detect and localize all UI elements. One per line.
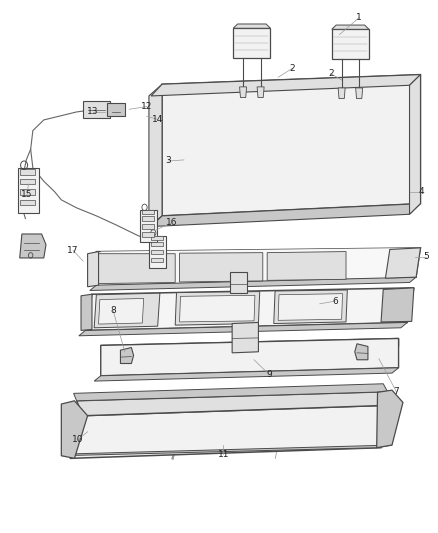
Polygon shape <box>101 338 399 376</box>
Polygon shape <box>70 405 394 458</box>
Polygon shape <box>85 288 414 330</box>
Polygon shape <box>61 445 392 456</box>
Polygon shape <box>79 322 407 336</box>
Polygon shape <box>149 236 166 268</box>
Text: 16: 16 <box>166 219 177 227</box>
Polygon shape <box>99 298 144 324</box>
Polygon shape <box>356 88 363 99</box>
Polygon shape <box>18 168 39 213</box>
Polygon shape <box>83 101 110 118</box>
Polygon shape <box>94 293 160 328</box>
Polygon shape <box>20 234 46 258</box>
Polygon shape <box>278 294 343 320</box>
Text: 12: 12 <box>141 102 152 111</box>
Polygon shape <box>355 344 368 360</box>
Polygon shape <box>151 75 420 96</box>
Polygon shape <box>151 258 163 262</box>
Polygon shape <box>338 88 345 99</box>
Text: 7: 7 <box>393 387 399 396</box>
Text: 6: 6 <box>332 297 338 305</box>
Polygon shape <box>96 248 420 285</box>
Polygon shape <box>257 87 264 98</box>
Polygon shape <box>233 24 270 28</box>
Polygon shape <box>232 322 258 353</box>
Polygon shape <box>381 288 414 322</box>
Polygon shape <box>410 75 420 214</box>
Text: 5: 5 <box>423 253 429 261</box>
Text: 8: 8 <box>110 306 116 314</box>
Polygon shape <box>151 136 162 165</box>
Polygon shape <box>267 252 346 280</box>
Text: 14: 14 <box>152 115 163 124</box>
Polygon shape <box>99 254 175 284</box>
Text: 1: 1 <box>356 13 362 22</box>
Polygon shape <box>180 253 263 282</box>
Polygon shape <box>20 200 35 205</box>
Polygon shape <box>240 87 247 98</box>
Polygon shape <box>385 248 420 278</box>
Polygon shape <box>77 392 394 416</box>
Polygon shape <box>377 390 403 448</box>
Polygon shape <box>151 236 163 240</box>
Text: 11: 11 <box>218 450 229 458</box>
Polygon shape <box>20 189 35 195</box>
Polygon shape <box>142 216 154 221</box>
Text: 4: 4 <box>419 188 424 196</box>
Text: 2: 2 <box>290 64 295 72</box>
Polygon shape <box>175 292 260 325</box>
Text: 15: 15 <box>21 190 33 199</box>
Polygon shape <box>140 210 157 242</box>
Polygon shape <box>20 179 35 184</box>
Polygon shape <box>149 84 162 227</box>
Text: 9: 9 <box>266 370 272 379</box>
Polygon shape <box>180 295 255 322</box>
Polygon shape <box>74 384 388 401</box>
Polygon shape <box>162 75 420 216</box>
Polygon shape <box>61 401 88 458</box>
Polygon shape <box>142 232 154 237</box>
Text: 10: 10 <box>72 435 84 444</box>
Polygon shape <box>332 29 369 59</box>
Polygon shape <box>88 252 99 287</box>
Polygon shape <box>233 28 270 58</box>
Polygon shape <box>90 277 416 290</box>
Polygon shape <box>101 338 399 354</box>
Polygon shape <box>120 348 134 364</box>
Polygon shape <box>20 169 35 175</box>
Polygon shape <box>230 272 247 293</box>
Polygon shape <box>151 242 163 246</box>
Polygon shape <box>142 210 154 214</box>
Text: 17: 17 <box>67 246 79 255</box>
Polygon shape <box>151 204 420 227</box>
Text: 13: 13 <box>87 108 99 116</box>
Text: 2: 2 <box>328 69 333 78</box>
Polygon shape <box>94 368 399 381</box>
Polygon shape <box>151 250 163 254</box>
Polygon shape <box>332 25 369 29</box>
Polygon shape <box>142 224 154 229</box>
Polygon shape <box>274 290 347 324</box>
Text: 3: 3 <box>166 157 172 165</box>
Polygon shape <box>107 103 125 116</box>
Polygon shape <box>81 294 92 330</box>
